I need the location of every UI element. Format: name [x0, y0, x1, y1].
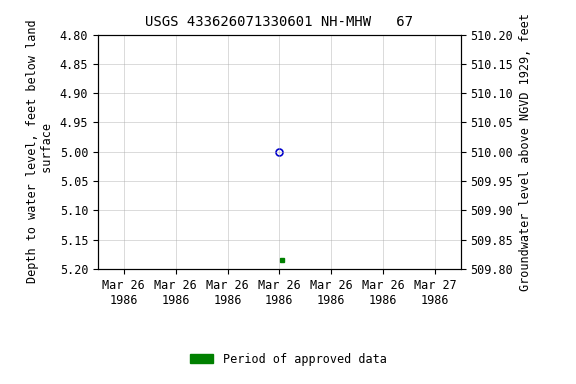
Title: USGS 433626071330601 NH-MHW   67: USGS 433626071330601 NH-MHW 67 — [145, 15, 414, 29]
Legend: Period of approved data: Period of approved data — [185, 348, 391, 371]
Y-axis label: Depth to water level, feet below land
 surface: Depth to water level, feet below land su… — [26, 20, 54, 283]
Y-axis label: Groundwater level above NGVD 1929, feet: Groundwater level above NGVD 1929, feet — [519, 13, 532, 291]
